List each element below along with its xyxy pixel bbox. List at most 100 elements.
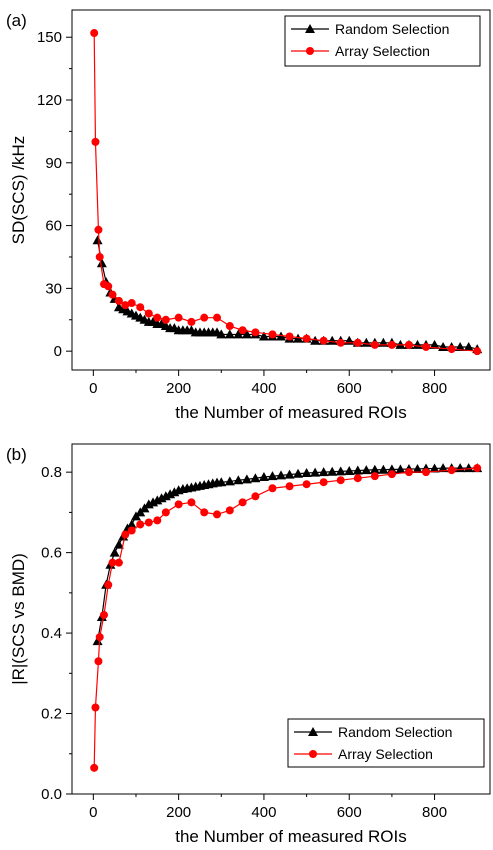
data-point	[310, 467, 321, 477]
data-point	[126, 519, 137, 529]
data-point	[327, 466, 338, 476]
data-point	[104, 282, 113, 291]
data-point	[233, 329, 244, 339]
legend-marker	[309, 750, 317, 758]
data-point	[258, 331, 269, 341]
y-tick-label: 60	[45, 218, 62, 235]
data-point	[94, 657, 103, 666]
y-tick-label: 120	[37, 92, 62, 109]
data-point	[241, 474, 252, 484]
data-point	[233, 475, 244, 485]
x-axis-label: the Number of measured ROIs	[175, 827, 406, 846]
data-point	[153, 516, 162, 525]
series-array-selection	[90, 29, 482, 356]
data-point	[473, 464, 482, 473]
data-point	[251, 492, 260, 501]
x-tick-label: 0	[89, 804, 97, 821]
data-point	[422, 468, 431, 477]
data-point	[319, 336, 328, 345]
data-point	[335, 466, 346, 476]
data-point	[114, 558, 123, 567]
data-point	[113, 539, 124, 549]
data-point	[96, 258, 107, 268]
data-point	[336, 476, 345, 485]
data-point	[378, 464, 389, 474]
legend: Random Selection Array Selection	[284, 15, 481, 67]
data-point	[250, 473, 261, 483]
data-point	[92, 636, 103, 646]
x-tick-label: 800	[422, 804, 447, 821]
x-tick-label: 200	[166, 380, 191, 397]
data-point	[268, 484, 277, 493]
panel-b: 0 200 400 600 800 0.0 0.2 0.4 0.6 0.8 the Number o…	[6, 443, 491, 846]
data-point	[352, 465, 363, 475]
data-point	[238, 498, 247, 507]
legend-marker	[308, 727, 318, 736]
y-tick-label: 0.2	[41, 706, 62, 723]
data-point	[144, 309, 153, 318]
data-point	[268, 330, 277, 339]
data-point	[284, 469, 295, 479]
data-point	[319, 478, 328, 487]
legend-box	[287, 718, 485, 768]
series-array-selection	[90, 464, 482, 772]
data-point	[463, 463, 474, 473]
data-point	[353, 338, 362, 347]
panel-label: (b)	[6, 445, 27, 464]
data-point	[267, 471, 278, 481]
data-point	[216, 477, 227, 487]
data-point	[121, 301, 130, 310]
data-point	[370, 472, 379, 481]
data-point	[238, 326, 247, 335]
data-point	[108, 290, 117, 299]
y-tick-label: 0.0	[41, 786, 62, 803]
plot-frame	[71, 9, 491, 371]
series-line	[97, 240, 478, 350]
data-point	[447, 345, 456, 354]
data-point	[301, 467, 312, 477]
data-point	[302, 480, 311, 489]
data-point	[161, 508, 170, 517]
data-point	[463, 341, 474, 351]
data-point	[318, 467, 329, 477]
x-tick-label: 600	[337, 804, 362, 821]
data-point	[153, 313, 162, 322]
data-point	[473, 347, 482, 356]
x-tick-label: 400	[251, 804, 276, 821]
data-point	[336, 338, 345, 347]
data-point	[121, 530, 130, 539]
data-point	[276, 470, 286, 480]
data-point	[404, 468, 413, 477]
legend-label: Random Selection	[338, 724, 452, 740]
x-tick-label: 800	[422, 380, 447, 397]
data-point	[95, 633, 104, 642]
data-point	[225, 506, 234, 515]
x-tick-label: 400	[251, 380, 276, 397]
data-point	[213, 510, 222, 519]
panel-a: 0 200 400 600 800 0 30 60 90 120 150 the Number of …	[6, 9, 491, 422]
y-tick-label: 0.8	[41, 464, 62, 481]
y-tick-label: 0	[54, 343, 62, 360]
data-point	[241, 329, 252, 339]
data-point	[114, 296, 123, 305]
data-point	[174, 500, 183, 509]
y-axis-label: |R|(SCS vs BMD)	[9, 553, 28, 685]
legend-label: Random Selection	[335, 21, 449, 37]
data-point	[174, 313, 183, 322]
data-point	[344, 465, 355, 475]
series-random-selection	[92, 463, 483, 646]
data-point	[369, 464, 380, 474]
data-point	[404, 340, 413, 349]
data-point	[258, 471, 269, 481]
data-point	[91, 137, 100, 146]
data-point	[161, 315, 170, 324]
data-point	[127, 526, 136, 535]
data-point	[90, 763, 99, 772]
data-point	[213, 313, 222, 322]
data-point	[136, 303, 145, 312]
data-point	[361, 465, 372, 475]
x-tick-label: 0	[89, 380, 97, 397]
y-axis-label: SD(SCS) /kHz	[9, 136, 28, 245]
data-point	[127, 299, 136, 308]
data-point	[224, 329, 235, 339]
